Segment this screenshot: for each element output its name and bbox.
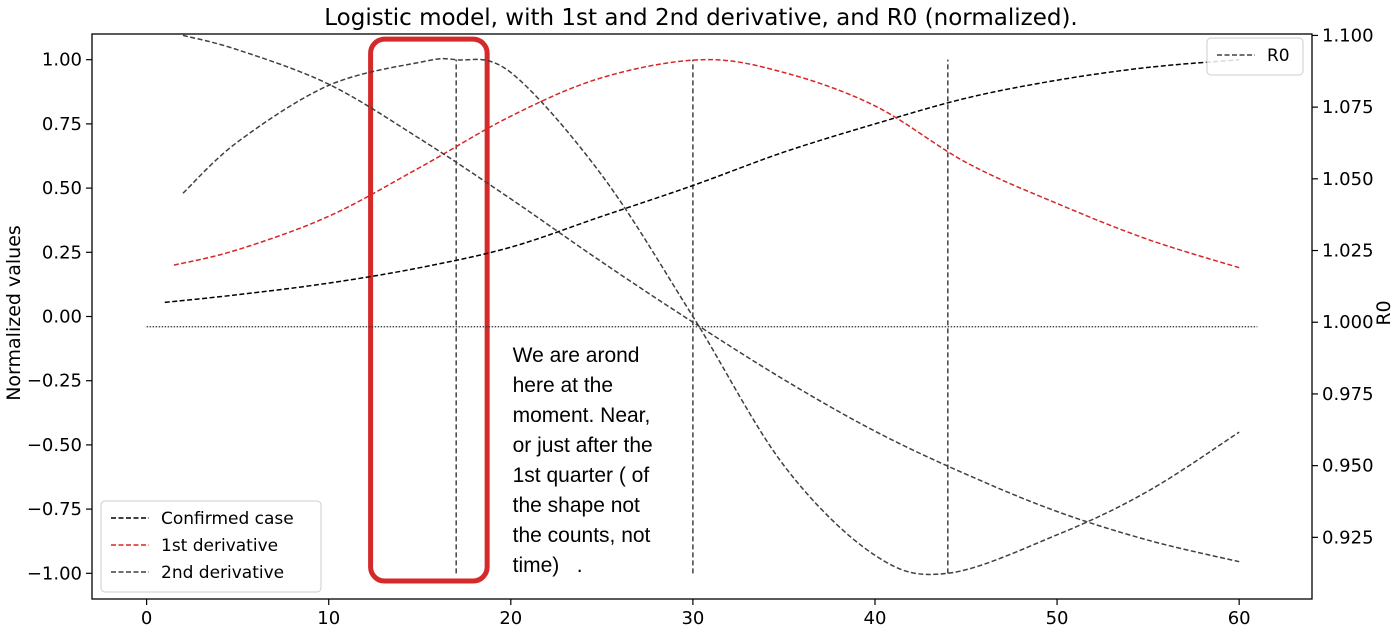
annotation-line-5: 1st quarter ( of <box>513 464 650 487</box>
y2-tick-label: 0.950 <box>1322 456 1374 477</box>
y2-tick-label: 1.000 <box>1322 312 1374 333</box>
annotation-line-8: time) . <box>513 554 583 577</box>
y-tick-label: 0.25 <box>42 242 82 263</box>
y-tick-label: 1.00 <box>42 50 82 71</box>
legend-left-label: 2nd derivative <box>161 563 284 583</box>
x-tick-label: 0 <box>141 608 152 628</box>
y2-tick-label: 0.925 <box>1322 527 1374 548</box>
x-tick-label: 30 <box>681 608 704 628</box>
series-line-d1 <box>173 58 1240 269</box>
x-tick-label: 40 <box>864 608 887 628</box>
y-tick-label: 0.50 <box>42 178 82 199</box>
legend-left-label: 1st derivative <box>161 536 278 556</box>
legend-right-box <box>1206 37 1304 76</box>
y-tick-label: 0.00 <box>42 307 82 328</box>
y-tick-label: 0.75 <box>42 114 82 135</box>
annotation-line-6: the shape not <box>513 494 640 517</box>
annotation-line-1: We are arond <box>513 344 640 367</box>
annotation-line-4: or just after the <box>513 434 653 457</box>
y-tick-label: −0.75 <box>27 499 82 520</box>
x-tick-label: 20 <box>499 608 522 628</box>
y2-tick-label: 1.025 <box>1322 241 1374 262</box>
legend-left-box <box>100 500 322 593</box>
x-tick-label: 50 <box>1046 608 1069 628</box>
legend-left-label: Confirmed case <box>161 509 294 529</box>
annotation-line-2: here at the <box>513 374 613 397</box>
annotation-line-7: the counts, not <box>513 524 651 547</box>
y-tick-label: −0.50 <box>27 435 82 456</box>
y-tick-label: −0.25 <box>27 371 82 392</box>
y2-tick-label: 0.975 <box>1322 384 1374 405</box>
legend-right-label: R0 <box>1267 46 1290 66</box>
y2-tick-label: 1.050 <box>1322 169 1374 190</box>
chart-title: Logistic model, with 1st and 2nd derivat… <box>324 5 1077 31</box>
y2-tick-label: 1.075 <box>1322 97 1374 118</box>
series-line-d2 <box>182 57 1240 576</box>
series-line-confirmed <box>164 58 1240 304</box>
x-tick-label: 60 <box>1228 608 1251 628</box>
highlight-box <box>368 36 490 584</box>
series-line-r0 <box>182 34 1240 563</box>
y-axis-label: Normalized values <box>3 225 25 401</box>
y2-tick-label: 1.100 <box>1322 25 1374 46</box>
y-tick-label: −1.00 <box>27 563 82 584</box>
y2-axis-label: R0 <box>1373 300 1395 325</box>
x-tick-label: 10 <box>317 608 340 628</box>
annotation-line-3: moment. Near, <box>513 404 651 427</box>
